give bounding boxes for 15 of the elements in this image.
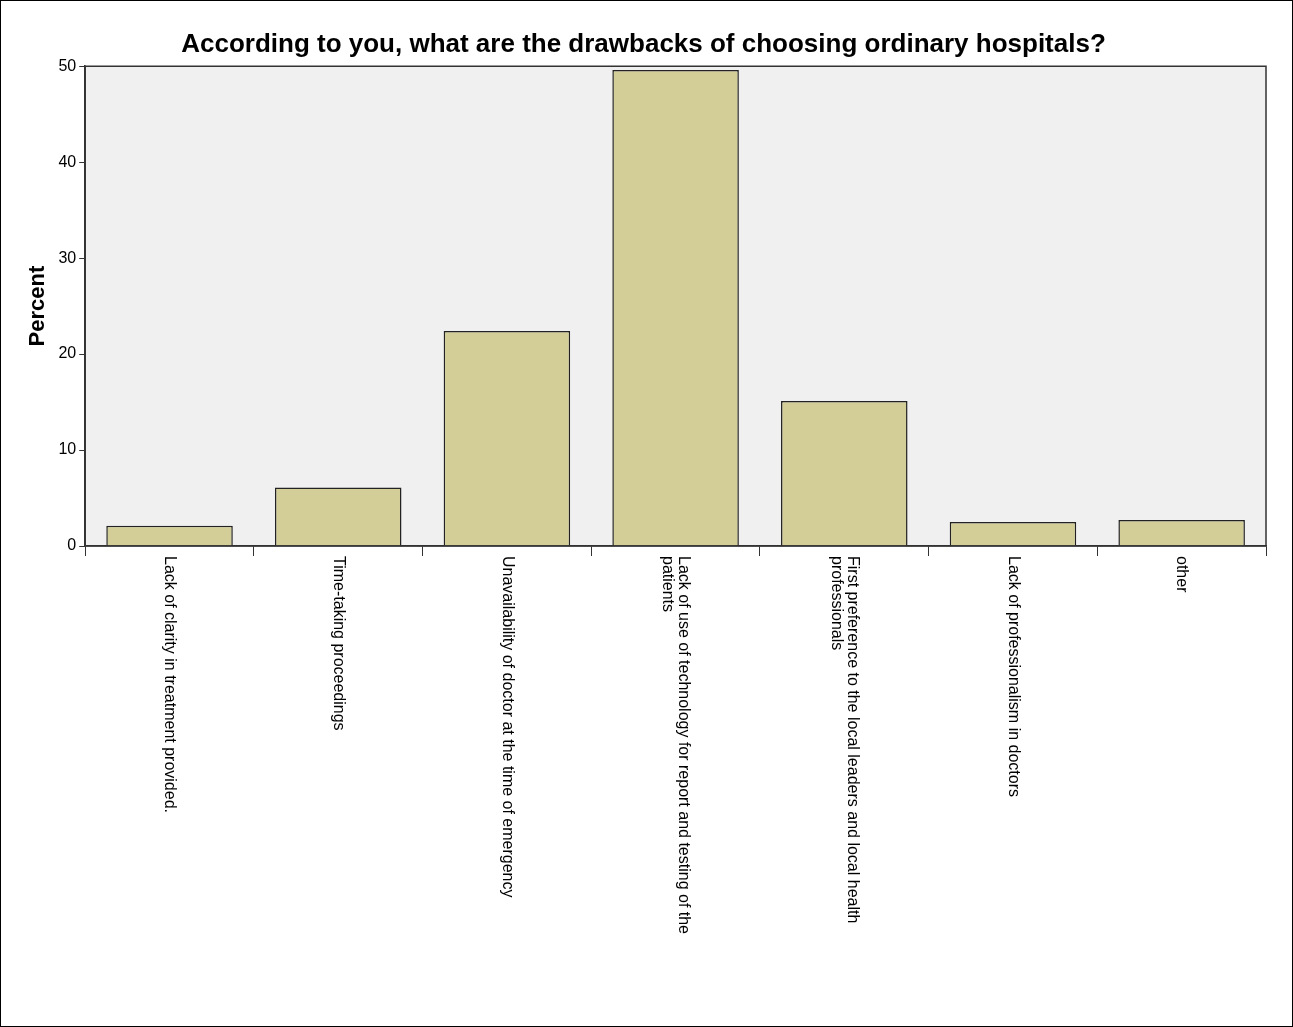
x-tick-label: First preference to the local leaders and local health professionals <box>828 556 862 924</box>
y-tick-label: 40 <box>58 152 77 170</box>
y-tick-label: 50 <box>58 56 77 74</box>
chart-title: According to you, what are the drawbacks of choosing ordinary hospitals? <box>181 27 1106 58</box>
x-tick-label: other <box>1174 556 1192 594</box>
x-tick-label: Lack of professionalism in doctors <box>1005 556 1023 797</box>
y-tick-label: 10 <box>58 440 77 458</box>
x-tick-label: Unavailability of doctor at the time of emergency <box>499 556 517 898</box>
y-tick-label: 0 <box>67 536 77 554</box>
x-tick-label: Lack of clarity in treatment provided. <box>162 556 180 814</box>
x-tick-label: Time-taking proceedings <box>330 556 348 731</box>
y-axis-title: Percent <box>24 265 50 347</box>
y-tick-label: 30 <box>58 248 77 266</box>
y-tick-label: 20 <box>58 344 77 362</box>
x-tick-label: Lack of use of technology for report and testing of the patients <box>660 556 694 935</box>
